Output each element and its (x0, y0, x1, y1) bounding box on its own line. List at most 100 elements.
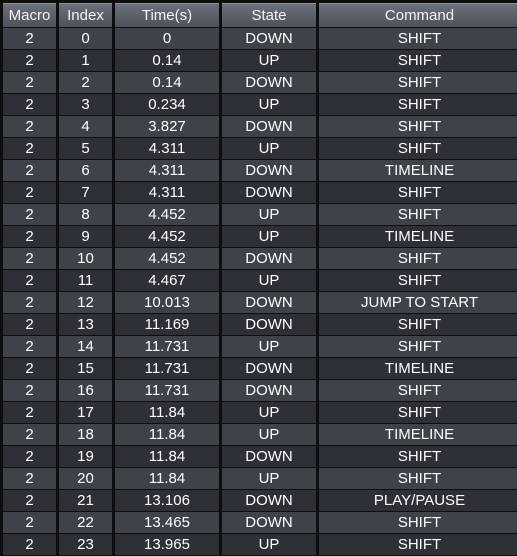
table-cell-state[interactable]: DOWN (222, 72, 316, 94)
table-cell-command[interactable]: SHIFT (319, 402, 517, 424)
table-cell-command[interactable]: SHIFT (319, 446, 517, 468)
table-cell-state[interactable]: UP (222, 424, 316, 446)
table-cell-state[interactable]: UP (222, 50, 316, 72)
table-cell-state[interactable]: DOWN (222, 160, 316, 182)
table-cell-macro[interactable]: 2 (3, 490, 56, 512)
table-cell-command[interactable]: SHIFT (319, 336, 517, 358)
table-cell-state[interactable]: DOWN (222, 182, 316, 204)
table-cell-state[interactable]: DOWN (222, 490, 316, 512)
table-cell-macro[interactable]: 2 (3, 28, 56, 50)
table-cell-time[interactable]: 11.731 (115, 380, 219, 402)
table-cell-index[interactable]: 2 (59, 72, 112, 94)
table-cell-index[interactable]: 22 (59, 512, 112, 534)
table-cell-time[interactable]: 0.14 (115, 50, 219, 72)
table-cell-index[interactable]: 19 (59, 446, 112, 468)
table-cell-macro[interactable]: 2 (3, 534, 56, 556)
table-cell-command[interactable]: TIMELINE (319, 424, 517, 446)
table-cell-state[interactable]: DOWN (222, 446, 316, 468)
table-cell-command[interactable]: SHIFT (319, 380, 517, 402)
table-cell-macro[interactable]: 2 (3, 380, 56, 402)
table-cell-macro[interactable]: 2 (3, 94, 56, 116)
table-cell-index[interactable]: 20 (59, 468, 112, 490)
table-cell-time[interactable]: 4.452 (115, 248, 219, 270)
table-cell-command[interactable]: SHIFT (319, 72, 517, 94)
table-cell-macro[interactable]: 2 (3, 204, 56, 226)
column-header-macro[interactable]: Macro (3, 3, 56, 28)
table-cell-time[interactable]: 0.14 (115, 72, 219, 94)
table-cell-command[interactable]: TIMELINE (319, 358, 517, 380)
table-cell-time[interactable]: 0 (115, 28, 219, 50)
table-cell-index[interactable]: 13 (59, 314, 112, 336)
table-cell-macro[interactable]: 2 (3, 160, 56, 182)
table-cell-command[interactable]: PLAY/PAUSE (319, 490, 517, 512)
table-cell-time[interactable]: 10.013 (115, 292, 219, 314)
table-cell-state[interactable]: UP (222, 534, 316, 556)
table-cell-index[interactable]: 5 (59, 138, 112, 160)
table-cell-time[interactable]: 11.731 (115, 336, 219, 358)
table-cell-time[interactable]: 11.731 (115, 358, 219, 380)
table-cell-time[interactable]: 0.234 (115, 94, 219, 116)
table-cell-time[interactable]: 13.965 (115, 534, 219, 556)
table-cell-index[interactable]: 3 (59, 94, 112, 116)
table-cell-index[interactable]: 10 (59, 248, 112, 270)
table-cell-state[interactable]: UP (222, 270, 316, 292)
table-cell-state[interactable]: DOWN (222, 116, 316, 138)
table-cell-command[interactable]: JUMP TO START (319, 292, 517, 314)
table-cell-state[interactable]: UP (222, 336, 316, 358)
table-cell-index[interactable]: 16 (59, 380, 112, 402)
table-cell-command[interactable]: SHIFT (319, 28, 517, 50)
table-cell-index[interactable]: 21 (59, 490, 112, 512)
table-cell-macro[interactable]: 2 (3, 72, 56, 94)
table-cell-time[interactable]: 3.827 (115, 116, 219, 138)
table-cell-command[interactable]: SHIFT (319, 94, 517, 116)
table-cell-macro[interactable]: 2 (3, 446, 56, 468)
table-cell-macro[interactable]: 2 (3, 50, 56, 72)
table-cell-index[interactable]: 8 (59, 204, 112, 226)
table-cell-state[interactable]: UP (222, 204, 316, 226)
table-cell-time[interactable]: 4.311 (115, 160, 219, 182)
table-cell-index[interactable]: 15 (59, 358, 112, 380)
table-cell-command[interactable]: SHIFT (319, 50, 517, 72)
table-cell-command[interactable]: TIMELINE (319, 160, 517, 182)
table-cell-macro[interactable]: 2 (3, 314, 56, 336)
table-cell-command[interactable]: SHIFT (319, 138, 517, 160)
table-cell-macro[interactable]: 2 (3, 424, 56, 446)
table-cell-index[interactable]: 0 (59, 28, 112, 50)
table-cell-macro[interactable]: 2 (3, 248, 56, 270)
table-cell-command[interactable]: SHIFT (319, 116, 517, 138)
table-cell-time[interactable]: 13.465 (115, 512, 219, 534)
table-cell-state[interactable]: DOWN (222, 358, 316, 380)
table-cell-time[interactable]: 13.106 (115, 490, 219, 512)
table-cell-index[interactable]: 1 (59, 50, 112, 72)
table-cell-macro[interactable]: 2 (3, 468, 56, 490)
table-cell-command[interactable]: SHIFT (319, 248, 517, 270)
table-cell-macro[interactable]: 2 (3, 116, 56, 138)
table-cell-state[interactable]: UP (222, 94, 316, 116)
table-cell-index[interactable]: 6 (59, 160, 112, 182)
table-cell-state[interactable]: UP (222, 138, 316, 160)
table-cell-command[interactable]: SHIFT (319, 204, 517, 226)
table-cell-time[interactable]: 4.452 (115, 226, 219, 248)
table-cell-time[interactable]: 11.84 (115, 424, 219, 446)
table-cell-time[interactable]: 11.169 (115, 314, 219, 336)
table-cell-index[interactable]: 17 (59, 402, 112, 424)
table-cell-command[interactable]: TIMELINE (319, 226, 517, 248)
table-cell-time[interactable]: 4.311 (115, 138, 219, 160)
table-cell-state[interactable]: DOWN (222, 314, 316, 336)
table-cell-index[interactable]: 9 (59, 226, 112, 248)
table-cell-index[interactable]: 23 (59, 534, 112, 556)
table-cell-macro[interactable]: 2 (3, 226, 56, 248)
table-cell-macro[interactable]: 2 (3, 138, 56, 160)
table-cell-macro[interactable]: 2 (3, 402, 56, 424)
table-cell-index[interactable]: 11 (59, 270, 112, 292)
table-cell-state[interactable]: UP (222, 468, 316, 490)
table-cell-index[interactable]: 14 (59, 336, 112, 358)
table-cell-time[interactable]: 4.452 (115, 204, 219, 226)
table-cell-macro[interactable]: 2 (3, 358, 56, 380)
table-cell-macro[interactable]: 2 (3, 336, 56, 358)
table-cell-time[interactable]: 11.84 (115, 468, 219, 490)
table-cell-time[interactable]: 11.84 (115, 402, 219, 424)
table-cell-state[interactable]: DOWN (222, 512, 316, 534)
table-cell-command[interactable]: SHIFT (319, 468, 517, 490)
table-cell-state[interactable]: DOWN (222, 28, 316, 50)
